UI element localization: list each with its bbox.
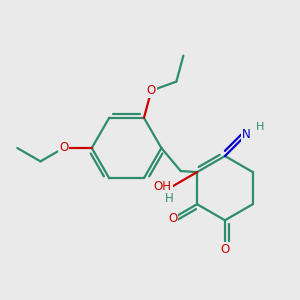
Text: H: H [255, 122, 264, 132]
Text: O: O [59, 142, 68, 154]
Text: O: O [220, 243, 230, 256]
Text: O: O [168, 212, 177, 225]
Text: O: O [147, 84, 156, 97]
Text: H: H [165, 192, 173, 206]
Text: OH: OH [154, 180, 172, 193]
Text: N: N [242, 128, 250, 141]
